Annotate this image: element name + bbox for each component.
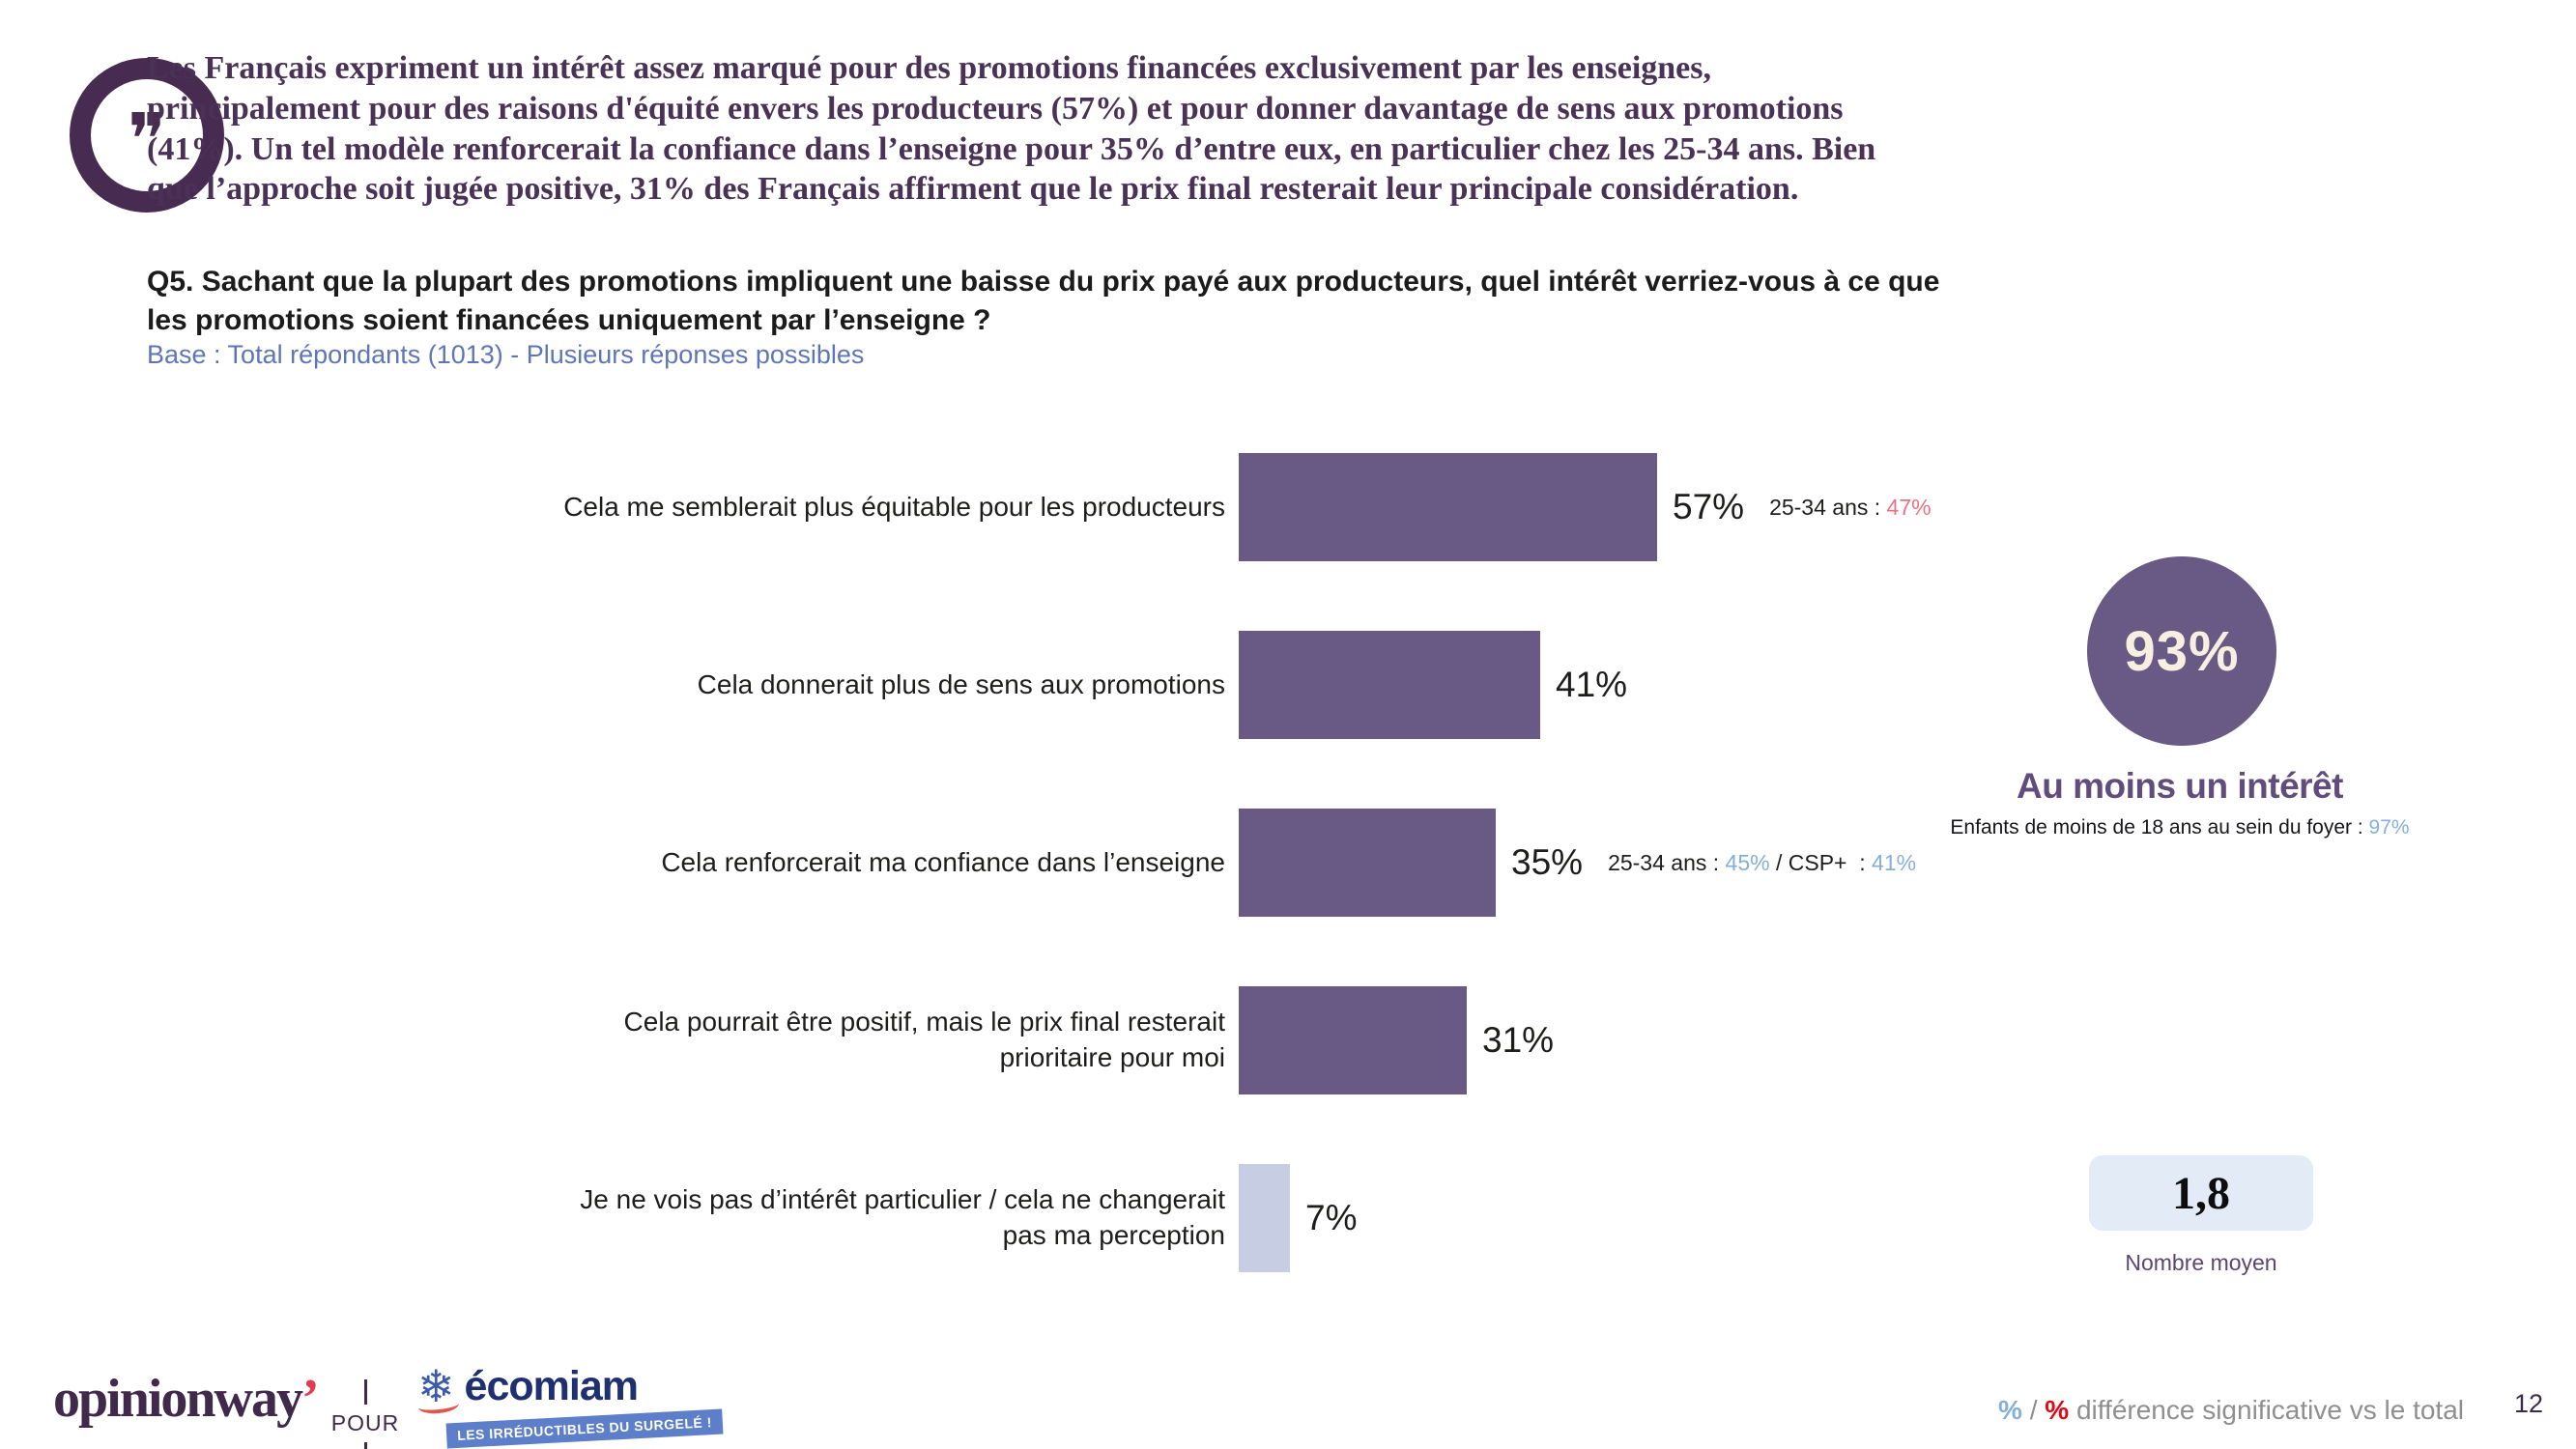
highlight-circle: 93% [2087,556,2276,746]
bar [1239,986,1467,1094]
bar [1239,809,1496,917]
quote-glyph: ❞ [128,99,166,182]
bar-value: 35% [1511,842,1584,882]
annotation-part: / CSP+ : [1769,849,1873,875]
chart-row: Je ne vois pas d’intérêt particulier / c… [0,1129,2029,1307]
highlight-value: 93% [2124,619,2240,683]
pour-divider: POUR [331,1379,398,1449]
question-text: Q5. Sachant que la plupart des promotion… [147,266,1940,336]
legend-separator: / [2021,1395,2046,1425]
bar-value: 31% [1482,1020,1555,1060]
bar-area: 35% 25-34 ans : 45% / CSP+ : 41% [1239,809,1916,917]
highlight-note-value: 97% [2368,816,2410,838]
bar-annotation: 25-34 ans : 47% [1769,495,1932,521]
bar [1239,631,1540,739]
bar-area: 31% [1239,986,1554,1094]
annotation-part: 25-34 ans : [1608,849,1726,875]
annotation-part: 45% [1725,849,1770,875]
base-text: Base : Total répondants (1013) - Plusieu… [147,340,865,369]
ecomiam-logo-text: écomiam [464,1362,639,1409]
chart-row: Cela pourrait être positif, mais le prix… [0,952,2029,1129]
bar [1239,1164,1290,1272]
legend-caption: différence significative vs le total [2069,1395,2464,1425]
annotation-part: 47% [1886,494,1932,520]
highlight-note-label: Enfants de moins de 18 ans au sein du fo… [1950,816,2369,838]
bar-value: 41% [1556,665,1628,704]
ecomiam-tagline: LES IRRÉDUCTIBLES DU SURGELÉ ! [445,1408,724,1449]
page-number: 12 [2513,1389,2543,1418]
average-value-box: 1,8 [2089,1155,2313,1231]
bar-area: 57% 25-34 ans : 47% [1239,453,1932,561]
opinionway-logo-text: opinionway [53,1369,303,1429]
legend-percent-red: % [2045,1395,2070,1425]
divider-line-bottom [363,1442,367,1449]
key-findings-text: Les Français expriment un intérêt assez … [147,50,1876,208]
opinionway-logo: opinionway’ [53,1368,320,1430]
highlight-title: Au moins un intérêt [2017,766,2343,806]
annotation-part: 41% [1872,849,1917,875]
opinionway-logo-mark: ’ [301,1369,320,1429]
ecomiam-logo: ❄ écomiam LES IRRÉDUCTIBLES DU SURGELÉ ! [417,1364,724,1449]
bar-label: Cela me semblerait plus équitable pour l… [563,491,1225,522]
bar-chart: Cela me semblerait plus équitable pour l… [0,418,2029,1307]
bar-value: 57% [1673,487,1745,526]
pour-label: POUR [330,1410,400,1435]
bar-label: Cela donnerait plus de sens aux promotio… [697,668,1225,699]
chart-row: Cela donnerait plus de sens aux promotio… [0,596,2029,774]
bar-label: Cela renforcerait ma confiance dans l’en… [661,846,1225,877]
bar-area: 7% [1239,1164,1357,1272]
ecomiam-logo-top: ❄ écomiam [417,1364,723,1408]
bar-label: Je ne vois pas d’intérêt particulier / c… [580,1184,1225,1250]
divider-line-top [363,1379,367,1405]
bar-value: 7% [1305,1198,1358,1237]
bar-annotation: 25-34 ans : 45% / CSP+ : 41% [1608,850,1916,876]
chart-row: Cela renforcerait ma confiance dans l’en… [0,774,2029,952]
highlight-note: Enfants de moins de 18 ans au sein du fo… [1842,816,2518,839]
bar-label: Cela pourrait être positif, mais le prix… [623,1007,1225,1072]
bar-area: 41% [1239,631,1627,739]
annotation-part: 25-34 ans : [1769,494,1887,520]
chart-row: Cela me semblerait plus équitable pour l… [0,418,2029,596]
significance-legend: % / % différence significative vs le tot… [1998,1395,2464,1426]
bar [1239,453,1657,561]
legend-percent-blue: % [1998,1395,2022,1425]
average-label: Nombre moyen [2125,1250,2277,1275]
snowflake-icon: ❄ [417,1361,455,1411]
